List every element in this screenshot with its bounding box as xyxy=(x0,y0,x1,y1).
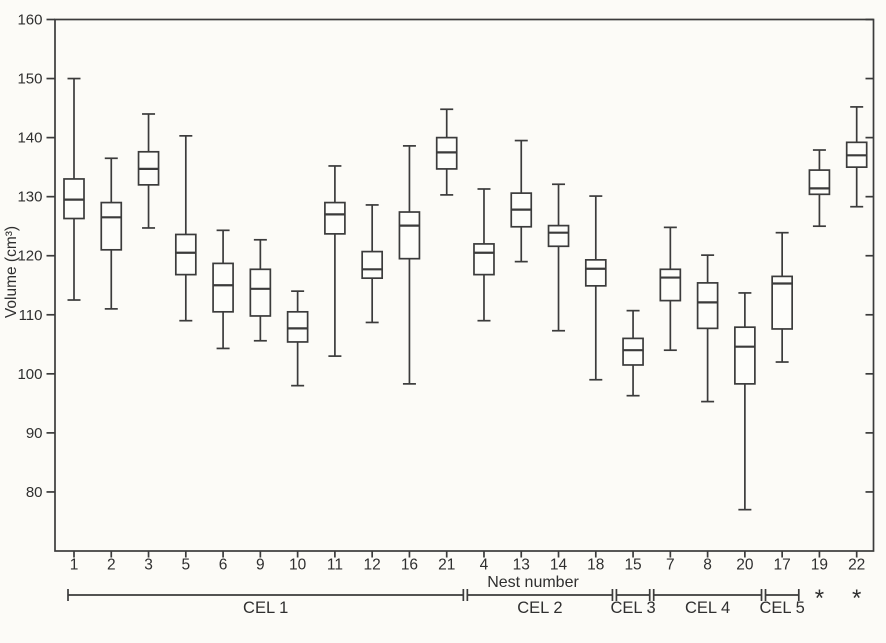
group-label: CEL 5 xyxy=(760,599,805,617)
x-tick-label: 2 xyxy=(107,557,116,574)
group-label: CEL 3 xyxy=(610,599,655,617)
group-label: CEL 4 xyxy=(685,599,730,617)
significance-asterisk: * xyxy=(852,585,861,612)
boxplot-box-nest-5 xyxy=(174,233,197,276)
x-tick-label: 22 xyxy=(848,557,865,574)
boxplot-box-nest-2 xyxy=(100,201,123,251)
boxplot-box-nest-15 xyxy=(622,337,644,366)
boxplot-box-nest-17 xyxy=(771,275,793,330)
y-tick-label: 140 xyxy=(17,130,42,147)
boxplot-box-nest-11 xyxy=(324,201,346,235)
boxplot-box-nest-12 xyxy=(361,250,384,280)
boxplot-box-nest-19 xyxy=(808,169,831,196)
x-tick-label: 13 xyxy=(513,557,530,574)
plot-frame xyxy=(54,18,875,552)
y-tick-label: 150 xyxy=(17,71,42,88)
x-tick-label: 20 xyxy=(736,557,754,574)
x-tick-label: 18 xyxy=(587,557,604,574)
boxplot-box-nest-4 xyxy=(473,243,495,276)
boxplot-box-nest-16 xyxy=(398,211,421,260)
x-tick-label: 5 xyxy=(182,557,191,574)
boxplot-box-nest-6 xyxy=(212,262,234,313)
y-tick-label: 100 xyxy=(17,366,42,383)
boxplot-box-nest-7 xyxy=(659,268,682,302)
x-tick-label: 11 xyxy=(327,557,343,574)
x-tick-label: 14 xyxy=(550,557,568,574)
significance-asterisk: * xyxy=(815,585,824,612)
x-tick-label: 19 xyxy=(811,557,828,574)
y-tick-label: 130 xyxy=(17,189,42,206)
x-tick-label: 7 xyxy=(666,557,675,574)
boxplot-box-nest-8 xyxy=(696,282,719,330)
x-tick-label: 9 xyxy=(256,557,265,574)
x-tick-label: 8 xyxy=(703,557,712,574)
y-tick-label: 90 xyxy=(26,425,43,442)
y-tick-label: 110 xyxy=(19,307,43,324)
x-tick-label: 21 xyxy=(438,557,455,574)
boxplot-box-nest-20 xyxy=(734,326,756,385)
boxplot-box-nest-10 xyxy=(286,310,309,343)
boxplot-box-nest-18 xyxy=(584,259,607,287)
y-tick-label: 160 xyxy=(17,12,42,29)
boxplot-box-nest-14 xyxy=(547,224,570,248)
x-tick-label: 10 xyxy=(289,557,307,574)
x-tick-label: 12 xyxy=(364,557,381,574)
y-tick-label: 80 xyxy=(26,484,43,501)
x-tick-label: 16 xyxy=(401,557,418,574)
x-tick-label: 6 xyxy=(219,557,228,574)
boxplot-box-nest-9 xyxy=(249,268,272,317)
x-tick-label: 3 xyxy=(144,557,153,574)
group-label: CEL 2 xyxy=(517,599,562,617)
y-tick-label: 120 xyxy=(17,248,42,265)
x-axis-label: Nest number xyxy=(487,574,579,591)
x-tick-label: 4 xyxy=(480,557,489,574)
x-tick-label: 1 xyxy=(70,557,79,574)
x-tick-label: 17 xyxy=(774,557,791,574)
y-axis-label: Volume (cm³) xyxy=(3,226,20,318)
group-label: CEL 1 xyxy=(243,599,288,617)
x-tick-label: 15 xyxy=(624,557,641,574)
